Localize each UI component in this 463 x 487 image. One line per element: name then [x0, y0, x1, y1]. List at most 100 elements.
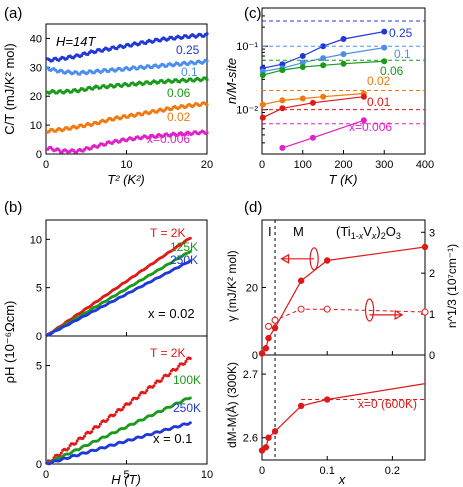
c-point	[309, 134, 316, 141]
c-point	[381, 44, 388, 51]
dmm-line	[261, 383, 426, 451]
panel-c-ylabel: n/M-site	[224, 58, 239, 104]
panel-d-n13-ylabel: n^1/3 (10⁷cm⁻¹)	[445, 244, 459, 328]
c-point	[340, 51, 347, 58]
c-point	[340, 60, 347, 67]
a-xtick-label: 20	[201, 159, 213, 171]
c-point	[279, 97, 286, 104]
series-label-0-1: 0.1	[181, 65, 198, 79]
b-point	[122, 405, 126, 409]
b-point	[75, 439, 79, 443]
panel-b-axis-ticks: 0 5 10 0 5 0 5 10	[30, 234, 213, 481]
b-point	[90, 430, 94, 434]
b-point	[106, 418, 110, 421]
b-ytick-label: 10	[30, 234, 42, 246]
c-point	[309, 99, 316, 106]
phase-label-metal: M	[293, 224, 304, 239]
b-point	[97, 425, 101, 429]
panel-d-dmm-ylabel: dM-M(Å) (300K)	[224, 362, 239, 448]
b-point	[161, 376, 165, 380]
c-point	[279, 144, 286, 151]
c-point	[320, 62, 327, 69]
c-point	[279, 105, 286, 112]
a-point	[205, 78, 209, 82]
n13-point	[271, 316, 279, 324]
b-top-250k-label: 250K	[170, 253, 198, 267]
c-xtick-label: 100	[294, 159, 312, 171]
b-bottom-250k-label: 250K	[173, 401, 201, 415]
panel-b-marks	[45, 236, 192, 466]
b-point	[188, 259, 192, 263]
b-point	[83, 434, 86, 438]
a-ytick-label: 30	[30, 62, 42, 74]
dmm-point	[271, 428, 279, 435]
series-label-x-0-006: x=0.006	[147, 132, 190, 146]
a-ytick-label: 20	[30, 91, 42, 103]
b-top-x-label: x = 0.02	[148, 306, 195, 321]
b-point	[184, 360, 188, 363]
b-point	[58, 453, 62, 457]
phase-label-insulator: I	[268, 224, 272, 239]
b-point	[177, 364, 181, 368]
b-point	[188, 396, 192, 400]
c-label-0-06: 0.06	[380, 64, 404, 78]
gamma-line	[261, 246, 426, 354]
gamma-arrow-head	[280, 253, 290, 264]
a-xtick-label: 0	[43, 159, 49, 171]
a-ytick-label: 40	[30, 33, 42, 45]
a-point	[205, 103, 209, 107]
b-point	[152, 384, 156, 388]
panel-b-ylabel: ρH (10⁻⁶Ωcm)	[2, 301, 17, 384]
panel-a-label: (a)	[4, 5, 22, 22]
dmm-point	[297, 402, 305, 410]
b-xtick-label: 10	[201, 469, 213, 481]
d-dmm-ytick-label: 2.7	[243, 369, 258, 381]
d-xtick-label: 0.1	[320, 465, 335, 477]
panel-d-frame	[261, 219, 426, 461]
b-point	[183, 362, 186, 366]
panel-d-xlabel: x	[338, 472, 346, 487]
gamma-point	[271, 324, 279, 332]
c-point	[299, 53, 306, 60]
n13-point	[421, 308, 429, 316]
b-point	[74, 442, 78, 445]
c-xtick-label: 400	[416, 159, 434, 171]
panel-d-axis-ticks: 0 20 0 1 2 3 2.6 2.7 0 0.1 0.2	[243, 227, 435, 477]
b-point	[143, 391, 147, 395]
d-n13-ytick-label: 2	[429, 268, 435, 280]
c-point	[340, 35, 347, 42]
c-point	[279, 67, 286, 74]
panel-c-axis-ticks: 0 100 200 300 400 10⁻² 10⁻¹	[236, 7, 434, 171]
a-point	[205, 131, 209, 135]
gamma-point	[421, 243, 429, 251]
panel-c-label: (c)	[244, 5, 262, 22]
b-point	[98, 422, 102, 426]
c-label-0-25: 0.25	[389, 26, 413, 40]
n13-line	[268, 308, 426, 327]
gamma-point	[324, 257, 331, 264]
c-point	[381, 28, 388, 35]
panel-d-label: (d)	[244, 199, 262, 216]
c-point	[299, 95, 306, 102]
b-ytick-label: 0	[36, 331, 42, 343]
b-point	[175, 367, 179, 371]
n13-axis-ellipse	[364, 298, 375, 322]
c-label-0-02: 0.02	[367, 74, 391, 88]
a-point	[205, 59, 209, 63]
series-label-0-06: 0.06	[167, 86, 191, 100]
b-xtick-label: 5	[123, 469, 129, 481]
series-label-0-02: 0.02	[167, 110, 191, 124]
panel-a-xlabel: T² (K²)	[107, 172, 145, 187]
c-label-x-0-006: x=0.006	[349, 120, 392, 134]
b-top-125k-label: 125K	[170, 240, 198, 254]
c-series-line	[262, 60, 385, 76]
c-point	[320, 55, 327, 62]
c-ytick-label: 10⁻²	[236, 105, 258, 117]
gamma-point	[297, 277, 305, 284]
d-n13-ytick-label: 1	[429, 309, 435, 321]
b-point	[188, 250, 192, 254]
b-point	[188, 357, 192, 360]
a-point	[205, 32, 209, 36]
panel-c-marks	[259, 20, 425, 151]
